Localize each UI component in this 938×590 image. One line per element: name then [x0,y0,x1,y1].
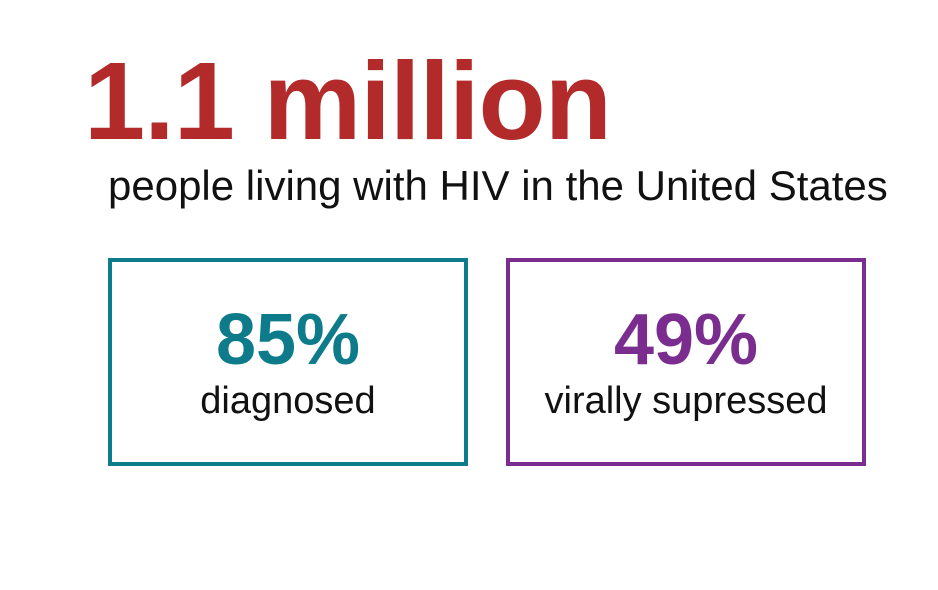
stat-label: virally supressed [545,382,828,420]
stat-value: 85% [216,304,360,376]
stat-label: diagnosed [200,382,375,420]
stat-box-virally-suppressed: 49% virally supressed [506,258,866,466]
stat-value: 49% [614,304,758,376]
stat-box-row: 85% diagnosed 49% virally supressed [108,258,866,466]
headline-stat: 1.1 million [84,38,611,165]
headline-description: people living with HIV in the United Sta… [108,162,888,210]
stat-box-diagnosed: 85% diagnosed [108,258,468,466]
